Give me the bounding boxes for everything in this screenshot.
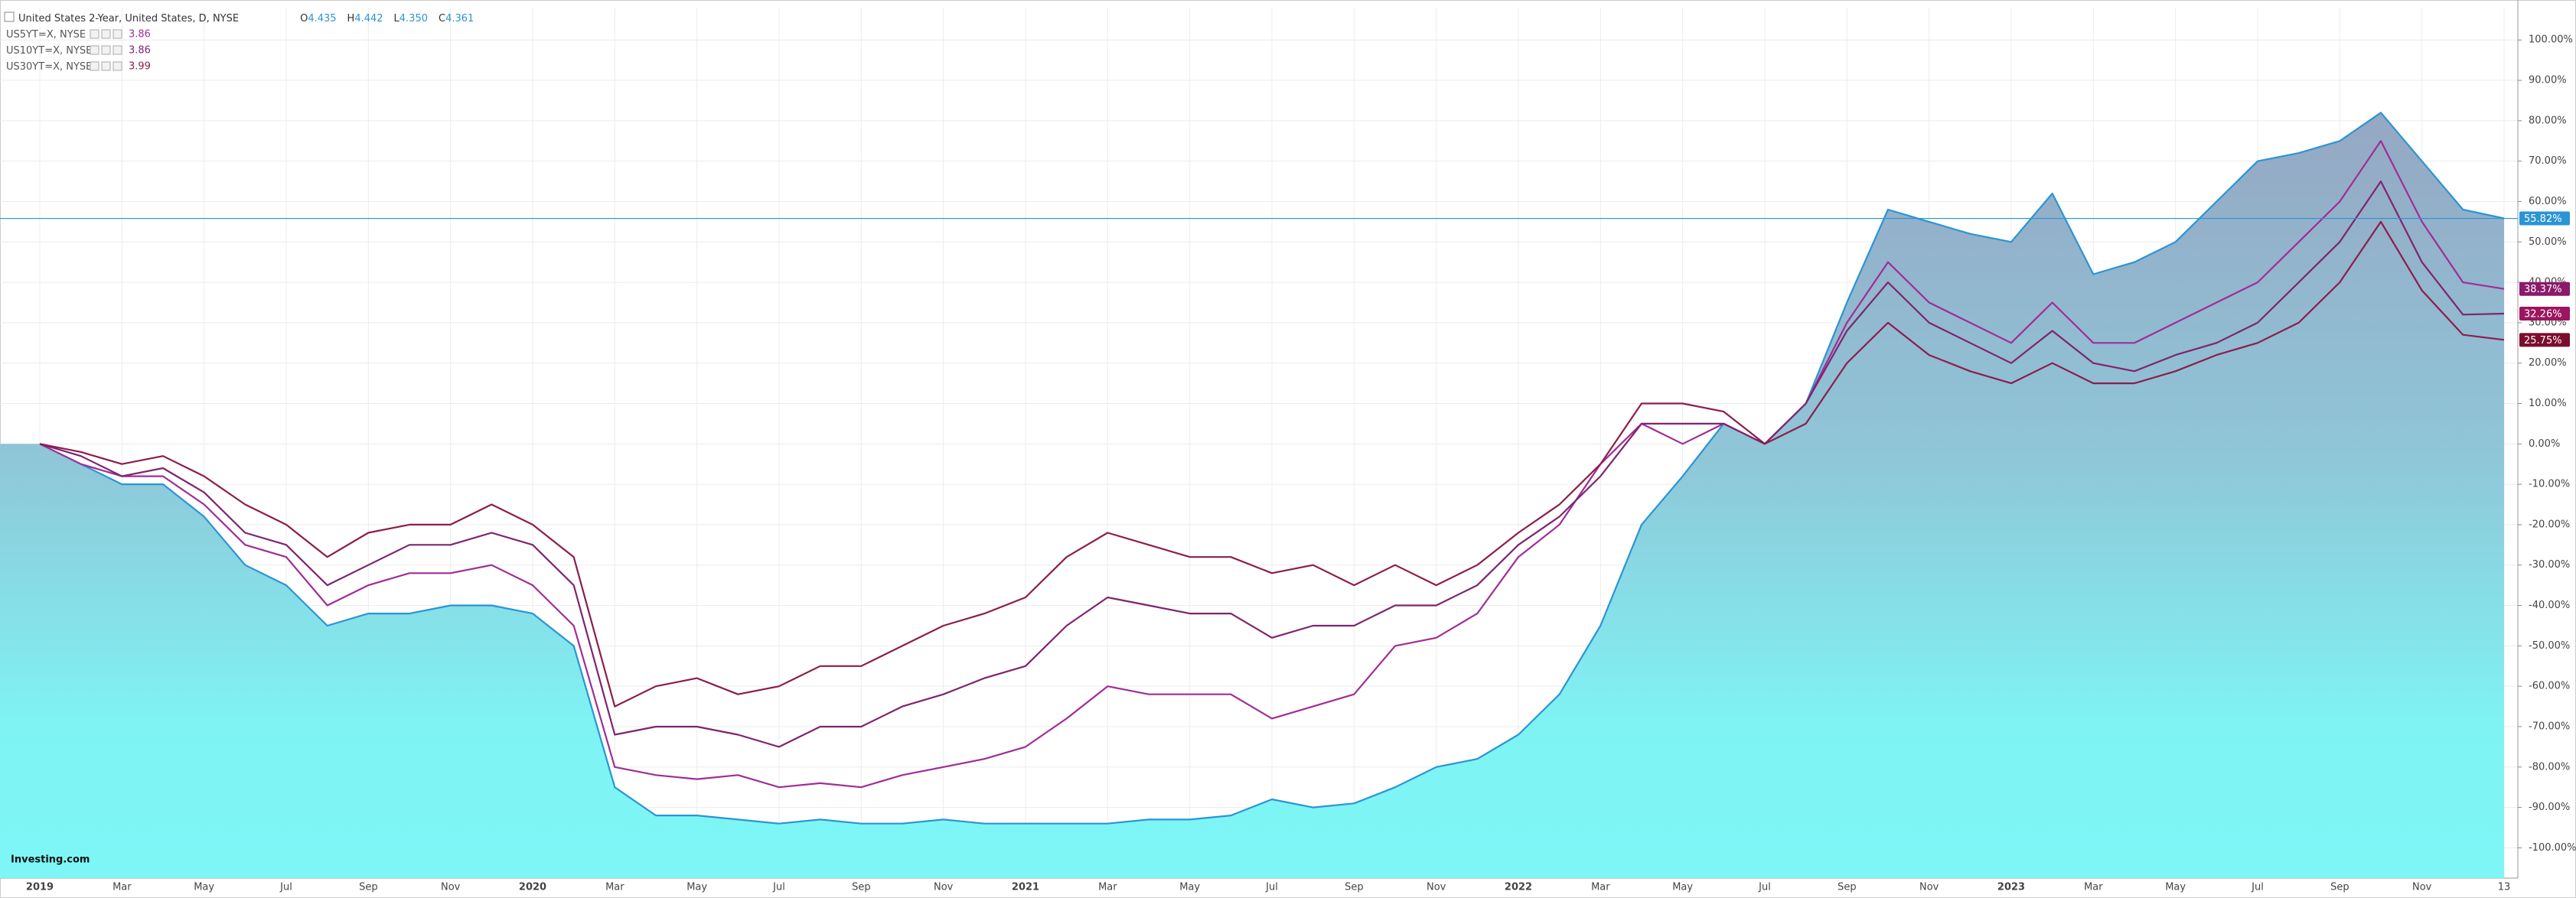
legend-quote: 3.86 (129, 29, 151, 41)
y-tick-label: -80.00% (2529, 761, 2570, 773)
y-tick-label: 0.00% (2529, 438, 2560, 450)
x-tick-label: Sep (2330, 882, 2349, 893)
ohlc-key: H (347, 13, 355, 24)
x-tick-label: Mar (112, 882, 132, 893)
x-tick-label: Mar (1098, 882, 1117, 893)
x-tick-label: Nov (934, 882, 954, 893)
legend-icon[interactable] (112, 45, 122, 55)
series-line (39, 220, 2505, 708)
x-tick-label: May (1179, 882, 1200, 893)
last-value-label: 32.26% (2524, 308, 2562, 320)
last-value-tag (2519, 281, 2570, 296)
legend-entry[interactable]: US10YT=X, NYSE (6, 45, 92, 57)
series-line (39, 112, 2505, 825)
overlay: 55.82% 38.37% 32.26% 25.75% United States 2-… (4, 11, 2570, 866)
x-tick-label: 2019 (26, 882, 54, 893)
x-tick-label: Jul (2251, 882, 2264, 893)
header-icon[interactable] (4, 11, 15, 22)
series-line (39, 140, 2505, 789)
ohlc-value: 4.350 (399, 13, 428, 24)
y-tick-label: -90.00% (2529, 802, 2570, 813)
legend-entry[interactable]: US30YT=X, NYSE (6, 61, 92, 73)
legend-name: US30YT=X, NYSE (6, 61, 92, 73)
ohlc-value: 4.435 (308, 13, 336, 24)
y-tick-label: 80.00% (2529, 115, 2567, 126)
x-tick-label: Sep (1345, 882, 1364, 893)
y-tick-label: 10.00% (2529, 398, 2567, 409)
legend-icon[interactable] (112, 61, 122, 71)
y-tick-label: -20.00% (2529, 519, 2570, 530)
x-tick-label: May (194, 882, 214, 893)
series-line (39, 181, 2505, 748)
x-tick-label: Jul (1758, 882, 1771, 893)
y-tick-label: -60.00% (2529, 681, 2570, 692)
x-tick-label: Mar (2084, 882, 2103, 893)
x-tick-label: Mar (1591, 882, 1610, 893)
x-tick-label: Nov (441, 882, 461, 893)
x-tick-label: 2021 (1012, 882, 1039, 893)
y-tick-label: 90.00% (2529, 75, 2567, 86)
ohlc-value: 4.361 (445, 13, 474, 24)
last-value-label: 55.82% (2524, 213, 2562, 225)
legend-icon[interactable] (101, 61, 111, 71)
legend-icon[interactable] (101, 45, 111, 55)
y-tick-label: -40.00% (2529, 600, 2570, 611)
x-tick-label: May (2165, 882, 2186, 893)
x-tick-label: Jul (1265, 882, 1278, 893)
y-tick-label: -100.00% (2529, 842, 2576, 854)
y-tick-label: 20.00% (2529, 357, 2567, 369)
legend-icon[interactable] (90, 29, 99, 39)
x-tick-label: 2023 (1997, 882, 2025, 893)
ohlc-key: O (300, 13, 308, 24)
x-tick-label: Nov (2412, 882, 2432, 893)
legend-icon[interactable] (112, 29, 122, 39)
ohlc-key: L (394, 13, 400, 24)
series-header: United States 2-Year, United States, D, … (18, 13, 474, 24)
x-tick-label: May (686, 882, 707, 893)
x-tick-label: May (1672, 882, 1693, 893)
x-tick-label: Nov (1919, 882, 1939, 893)
y-tick-label: -50.00% (2529, 640, 2570, 652)
y-tick-label: 70.00% (2529, 155, 2567, 167)
legend-icon[interactable] (90, 61, 99, 71)
legend-name: US5YT=X, NYSE (6, 29, 86, 41)
legend-icon[interactable] (101, 29, 111, 39)
legend-entry[interactable]: US5YT=X, NYSE (6, 29, 86, 41)
x-tick-label: Jul (279, 882, 292, 893)
x-tick-label: Sep (359, 882, 378, 893)
x-tick-label: 13 (2498, 882, 2511, 893)
logo: Investing.com (11, 854, 90, 866)
legend-quote: 3.86 (129, 45, 151, 57)
legend-name: US10YT=X, NYSE (6, 45, 92, 57)
y-tick-label: 100.00% (2529, 34, 2573, 46)
x-tick-label: Sep (852, 882, 871, 893)
y-tick-label: -30.00% (2529, 559, 2570, 571)
last-value-label: 38.37% (2524, 284, 2562, 295)
y-tick-label: -70.00% (2529, 721, 2570, 732)
area-fill (0, 112, 2504, 879)
plot (0, 112, 2518, 879)
y-tick-label: 50.00% (2529, 236, 2567, 248)
y-tick-label: -10.00% (2529, 479, 2570, 490)
x-tick-label: 2022 (1505, 882, 1532, 893)
last-value-tag (2519, 211, 2570, 226)
legend-icon[interactable] (90, 45, 99, 55)
x-tick-label: Sep (1837, 882, 1857, 893)
last-value-tag (2519, 333, 2570, 347)
series-name: United States 2-Year, United States, D, … (18, 13, 239, 24)
x-tick-label: Nov (1427, 882, 1446, 893)
ohlc-value: 4.442 (354, 13, 383, 24)
last-value-tag (2519, 306, 2570, 320)
x-tick-label: Jul (772, 882, 785, 893)
legend-quote: 3.99 (129, 61, 151, 73)
ohlc-key: C (439, 13, 445, 24)
last-value-label: 25.75% (2524, 335, 2562, 347)
x-tick-label: 2020 (519, 882, 546, 893)
x-tick-label: Mar (605, 882, 624, 893)
y-tick-label: 60.00% (2529, 196, 2567, 207)
